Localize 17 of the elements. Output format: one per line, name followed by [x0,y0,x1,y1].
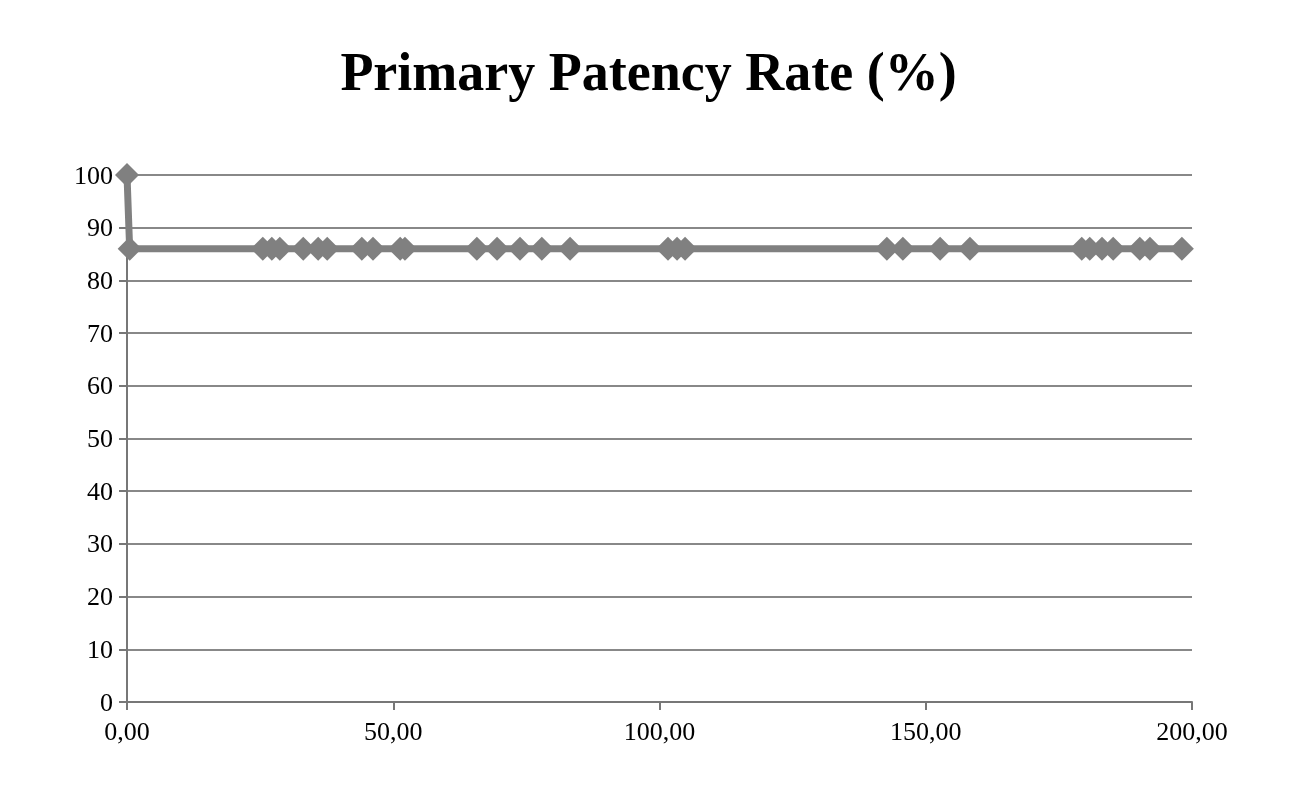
y-tick-label: 60 [87,371,113,401]
y-tick-label: 20 [87,582,113,612]
x-tick-label: 150,00 [890,716,962,746]
x-tick-label: 100,00 [623,716,696,746]
chart-title: Primary Patency Rate (%) [340,42,957,102]
y-tick-label: 70 [87,318,113,348]
y-tick-label: 80 [87,265,113,295]
x-tick-label: 200,00 [1156,716,1228,746]
y-tick-label: 90 [87,213,113,243]
y-tick-label: 30 [87,529,113,559]
y-tick-label: 10 [87,634,113,664]
y-tick-label: 100 [74,160,113,190]
y-tick-label: 0 [100,687,113,717]
x-tick-label: 50,00 [364,716,423,746]
x-tick-label: 0,00 [104,716,150,746]
y-tick-label: 50 [87,424,113,453]
y-tick-label: 40 [87,476,113,506]
